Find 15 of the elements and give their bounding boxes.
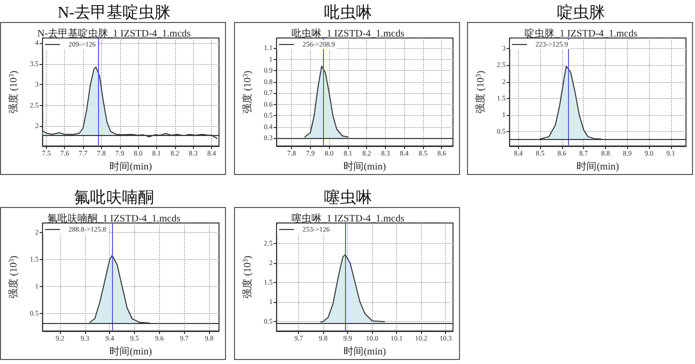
x-axis-title: 时间(min) bbox=[110, 345, 152, 358]
x-axis-title: 时间(min) bbox=[576, 160, 619, 172]
chart-title: N-去甲基啶虫脒 bbox=[58, 4, 170, 22]
chart-subtitle: N-去甲基啶虫脒_1 IZSTD-4_1.mcds bbox=[37, 28, 191, 40]
chart-subtitle: 啶虫脒_1 IZSTD-4_1.mcds bbox=[524, 28, 638, 40]
chart-subtitle: 氟吡呋喃酮_1 IZSTD-4_1.mcds bbox=[48, 212, 180, 224]
chart-subtitle: 噻虫啉_1 IZSTD-4_1.mcds bbox=[292, 212, 404, 224]
chart-title: 吡虫啉 bbox=[324, 4, 372, 22]
chart-title: 噻虫啉 bbox=[324, 188, 372, 206]
chart-subtitle: 吡虫啉_1 IZSTD-4_1.mcds bbox=[292, 28, 404, 40]
x-axis-title: 时间(min) bbox=[110, 160, 152, 172]
chart-title: 啶虫脒 bbox=[557, 4, 605, 22]
x-axis-title: 时间(min) bbox=[344, 345, 386, 358]
chart-title: 氟吡呋喃酮 bbox=[74, 188, 154, 206]
x-axis-title: 时间(min) bbox=[344, 160, 386, 172]
